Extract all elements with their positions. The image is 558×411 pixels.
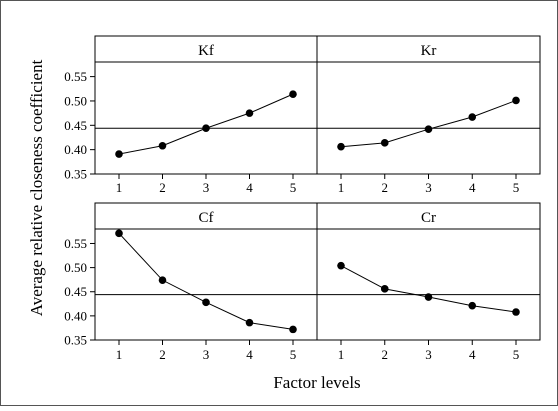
y-tick-label: 0.50 <box>64 93 87 108</box>
data-point <box>115 229 123 238</box>
data-point <box>289 325 297 334</box>
panel-title: Cr <box>421 210 436 226</box>
data-point <box>337 142 345 151</box>
panel-title: Kr <box>421 43 437 59</box>
x-tick-label: 2 <box>382 180 389 195</box>
x-tick-label: 4 <box>469 180 476 195</box>
data-point <box>202 298 210 307</box>
data-point <box>202 124 210 133</box>
panel-kf: Kf 0.35 0.40 0.45 0.50 0.55 1 2 3 4 5 <box>64 35 318 195</box>
x-tick-label: 3 <box>203 180 210 195</box>
data-point <box>245 109 254 117</box>
data-point <box>424 293 433 301</box>
x-tick-label: 1 <box>116 180 123 195</box>
data-point <box>512 96 520 105</box>
data-point <box>380 285 389 293</box>
x-tick-label: 5 <box>290 180 297 195</box>
y-tick-label: 0.35 <box>64 167 87 182</box>
y-tick-label: 0.55 <box>64 236 87 251</box>
x-tick-label: 5 <box>513 180 520 195</box>
x-tick-label: 3 <box>203 347 210 362</box>
x-tick-label: 4 <box>469 347 476 362</box>
panel-title: Kf <box>198 43 214 59</box>
y-axis-label: Average relative closeness coefficient <box>27 59 46 316</box>
x-tick-label: 5 <box>290 347 297 362</box>
y-tick-label: 0.40 <box>64 308 87 323</box>
data-point <box>337 261 345 270</box>
x-tick-label: 3 <box>425 347 432 362</box>
x-tick-label: 2 <box>159 180 166 195</box>
y-tick-label: 0.55 <box>64 69 87 84</box>
x-tick-label: 2 <box>382 347 389 362</box>
panel-title: Cf <box>199 210 214 226</box>
y-tick-label: 0.45 <box>64 118 87 133</box>
y-tick-label: 0.45 <box>64 284 87 299</box>
x-axis-label: Factor levels <box>273 373 360 392</box>
x-tick-label: 4 <box>246 180 253 195</box>
panel-cr: Cr 1 2 3 4 5 <box>316 202 541 362</box>
x-tick-label: 1 <box>338 347 345 362</box>
data-point <box>289 90 297 98</box>
data-point <box>512 308 520 316</box>
data-point <box>115 150 123 158</box>
x-tick-label: 1 <box>338 180 345 195</box>
x-tick-label: 4 <box>246 347 253 362</box>
x-tick-label: 5 <box>513 347 520 362</box>
data-point <box>468 301 477 310</box>
data-point <box>424 125 433 133</box>
x-tick-label: 1 <box>116 347 123 362</box>
y-tick-label: 0.40 <box>64 142 87 157</box>
panel-kr: Kr 1 2 3 4 5 <box>316 35 541 195</box>
x-tick-label: 2 <box>159 347 166 362</box>
data-point <box>380 139 389 147</box>
y-tick-label: 0.50 <box>64 260 87 275</box>
data-point <box>468 113 477 121</box>
data-point <box>158 141 167 150</box>
data-point <box>245 318 254 327</box>
x-tick-label: 3 <box>425 180 432 195</box>
y-tick-label: 0.35 <box>64 333 87 348</box>
data-point <box>158 276 167 284</box>
